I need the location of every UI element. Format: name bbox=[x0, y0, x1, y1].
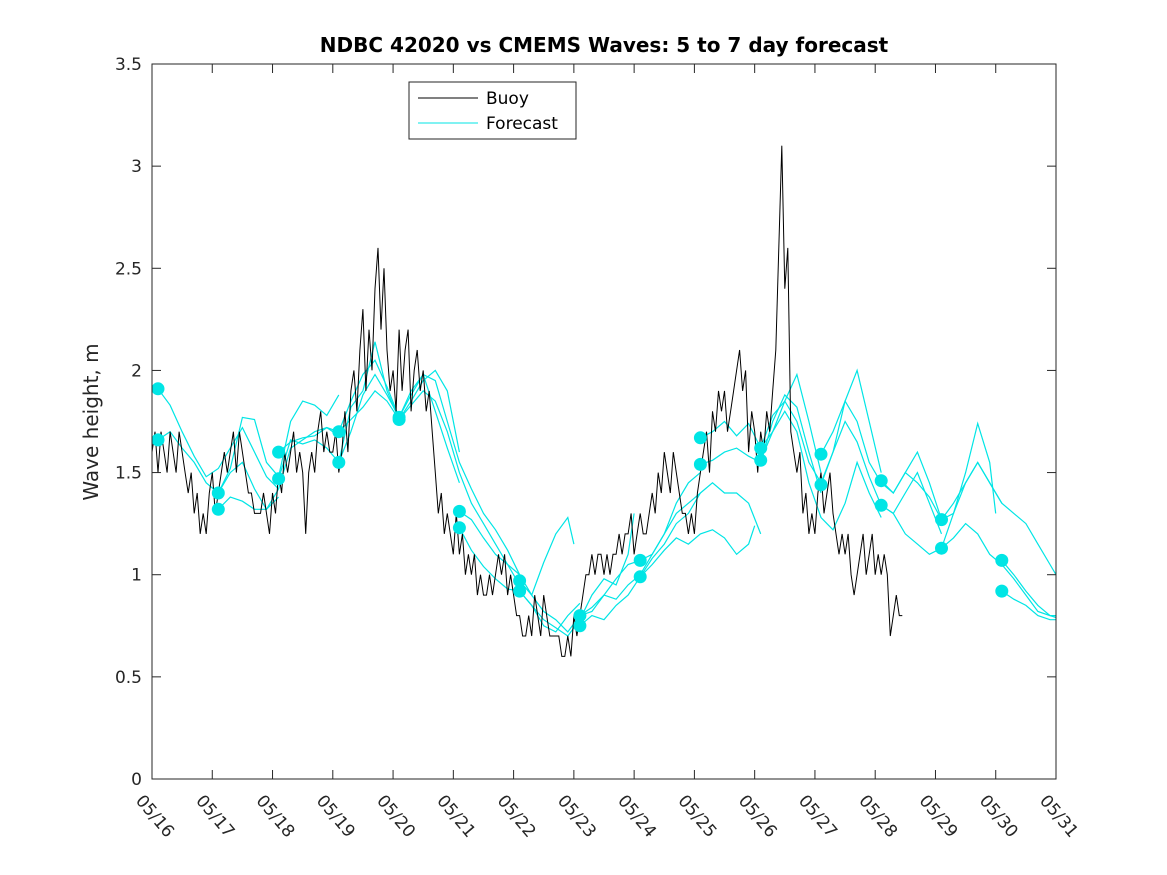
forecast-series-line bbox=[941, 461, 1057, 576]
forecast-start-point bbox=[814, 447, 828, 461]
forecast-start-point bbox=[633, 570, 647, 584]
forecast-start-point bbox=[211, 502, 225, 516]
legend-label-buoy: Buoy bbox=[486, 89, 529, 109]
forecast-start-point bbox=[272, 472, 286, 486]
forecast-start-point bbox=[452, 504, 466, 518]
forecast-series-line bbox=[639, 482, 762, 561]
axes-frame bbox=[151, 63, 1057, 780]
y-tick-label: 3 bbox=[131, 157, 142, 177]
y-tick-label: 0.5 bbox=[115, 668, 142, 688]
forecast-start-point bbox=[513, 584, 527, 598]
forecast-start-point bbox=[874, 474, 888, 488]
forecast-start-point bbox=[573, 609, 587, 623]
forecast-start-point bbox=[513, 574, 527, 588]
forecast-start-point bbox=[272, 445, 286, 459]
forecast-start-point bbox=[211, 486, 225, 500]
legend: Buoy Forecast bbox=[408, 81, 577, 140]
y-tick-label: 0 bbox=[131, 770, 142, 790]
legend-box bbox=[408, 81, 577, 140]
forecast-start-point bbox=[935, 513, 948, 527]
forecast-start-point bbox=[392, 413, 406, 426]
forecast-start-point bbox=[995, 553, 1009, 567]
buoy-series-line bbox=[151, 145, 903, 657]
forecast-start-point bbox=[874, 498, 888, 512]
forecast-start-point bbox=[754, 441, 768, 455]
forecast-start-point bbox=[332, 455, 346, 469]
forecast-start-point bbox=[151, 382, 165, 396]
forecast-start-point bbox=[693, 457, 707, 471]
forecast-series-line bbox=[398, 390, 521, 586]
forecast-series-line bbox=[639, 525, 756, 578]
forecast-start-point bbox=[754, 453, 768, 467]
forecast-start-point bbox=[935, 541, 948, 555]
y-tick-label: 1.5 bbox=[115, 464, 142, 484]
forecast-start-point bbox=[995, 584, 1009, 598]
y-tick-label: 3.5 bbox=[115, 55, 142, 75]
forecast-start-point bbox=[573, 619, 587, 633]
legend-label-forecast: Forecast bbox=[486, 114, 558, 134]
y-tick-label: 2 bbox=[131, 361, 142, 381]
forecast-series-line bbox=[217, 426, 340, 510]
forecast-start-point bbox=[814, 478, 828, 492]
forecast-series-line bbox=[760, 410, 882, 531]
chart-title: NDBC 42020 vs CMEMS Waves: 5 to 7 day fo… bbox=[320, 33, 889, 57]
forecast-start-point bbox=[332, 425, 346, 439]
y-axis-label: Wave height, m bbox=[79, 343, 103, 500]
forecast-start-point bbox=[693, 431, 707, 445]
plot-area bbox=[151, 145, 1057, 657]
forecast-start-point bbox=[151, 433, 165, 447]
forecast-series-line bbox=[1001, 590, 1056, 621]
forecast-start-point bbox=[452, 521, 466, 535]
y-tick-label: 2.5 bbox=[115, 259, 142, 279]
forecast-series-line bbox=[157, 388, 280, 490]
forecast-start-point bbox=[633, 553, 647, 567]
forecast-series-line bbox=[1001, 560, 1057, 619]
y-tick-label: 1 bbox=[131, 566, 142, 586]
